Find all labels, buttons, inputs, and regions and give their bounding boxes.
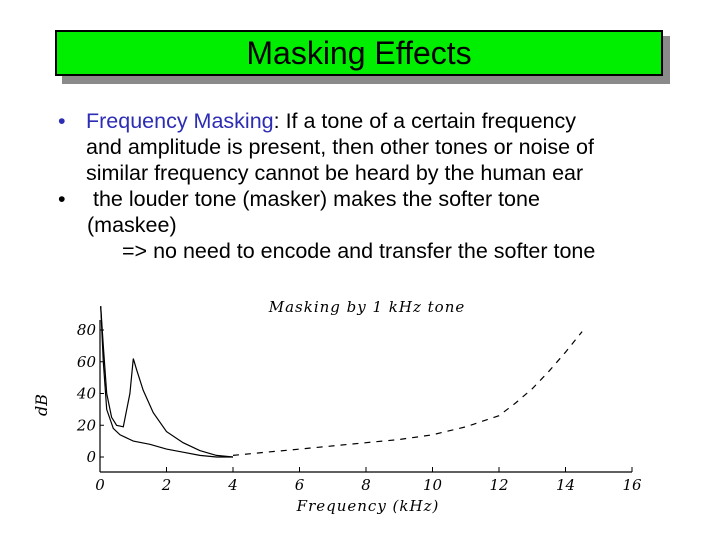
bullet-dot-icon: • (58, 109, 66, 133)
bullet-dot-icon: • (58, 187, 66, 211)
y-tick-label: 0 (86, 448, 96, 466)
y-tick-label: 40 (76, 385, 97, 403)
x-tick-label: 8 (361, 476, 371, 494)
bullet2-line1: the louder tone (masker) makes the softe… (87, 187, 540, 211)
y-tick-label: 20 (76, 416, 97, 434)
x-tick-label: 12 (489, 476, 508, 494)
series-group (100, 306, 583, 458)
series-line-2 (100, 306, 233, 458)
y-axis-label: dB (32, 394, 51, 416)
bullet1-line2: and amplitude is present, then other ton… (86, 135, 594, 159)
series-line-1 (100, 306, 234, 458)
x-tick-label: 4 (227, 476, 238, 494)
series-line-3 (232, 331, 583, 456)
slide-title: Masking Effects (55, 30, 663, 76)
bullet-list: • Frequency Masking: If a tone of a cert… (58, 108, 698, 264)
arrow-line: => no need to encode and transfer the so… (122, 239, 596, 263)
x-tick-label: 2 (161, 476, 172, 494)
slide-title-text: Masking Effects (246, 34, 472, 71)
chart-title: Masking by 1 kHz tone (268, 298, 466, 316)
bullet1-text: : If a tone of a certain frequency (273, 109, 577, 133)
x-tick-label: 0 (95, 476, 105, 494)
bullet2-line2: (maskee) (87, 213, 177, 237)
y-tick-label: 80 (77, 321, 97, 339)
x-tick-label: 6 (295, 476, 305, 494)
bullet1-line3: similar frequency cannot be heard by the… (86, 161, 584, 185)
bullet-louder-tone: • the louder tone (masker) makes the sof… (58, 186, 698, 264)
bullet1-highlight: Frequency Masking (86, 109, 274, 133)
ticks-group: 0 2 4 6 8 10 12 14 16 80 60 40 20 0 (76, 321, 642, 494)
y-tick-label: 60 (77, 353, 97, 371)
x-axis-label: Frequency (kHz) (296, 497, 440, 515)
x-tick-label: 14 (556, 476, 575, 494)
bullet-frequency-masking: • Frequency Masking: If a tone of a cert… (58, 108, 698, 186)
x-tick-label: 10 (423, 476, 443, 494)
x-tick-label: 16 (622, 476, 642, 494)
